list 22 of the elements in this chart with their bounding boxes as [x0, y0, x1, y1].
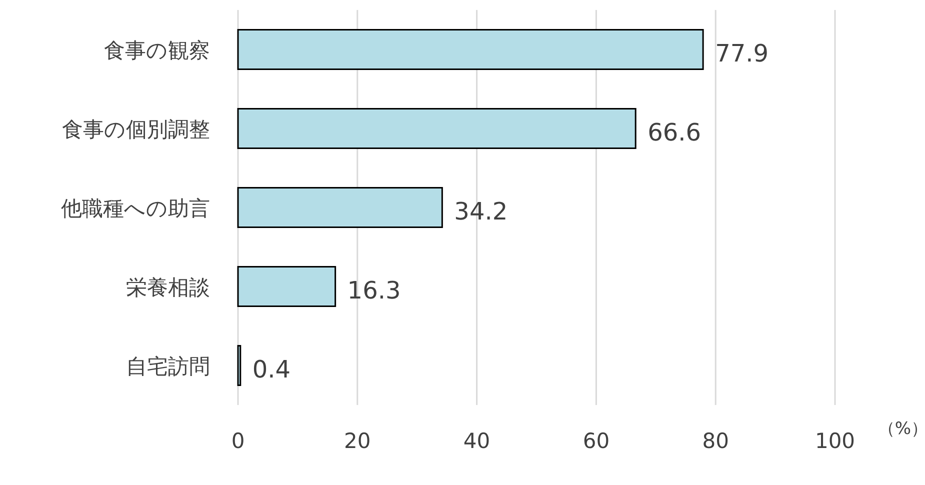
- data-label: 66.6: [648, 118, 702, 146]
- y-tick-label: 自宅訪問: [126, 354, 210, 378]
- bar: [237, 108, 636, 149]
- bar: [237, 187, 443, 228]
- y-tick-label: 食事の個別調整: [62, 118, 210, 142]
- data-label: 16.3: [347, 276, 401, 304]
- x-axis-title: （%）: [878, 419, 925, 439]
- x-tick-label: 40: [463, 429, 490, 453]
- y-tick-label: 栄養相談: [126, 276, 210, 300]
- x-tick-label: 0: [231, 429, 245, 453]
- data-label: 0.4: [252, 356, 291, 384]
- data-label: 34.2: [454, 198, 508, 226]
- data-label: 77.9: [715, 40, 768, 68]
- x-tick-label: 80: [702, 429, 729, 453]
- y-tick-label: 食事の観察: [104, 38, 210, 62]
- bar: [237, 345, 242, 386]
- bar: [237, 266, 336, 307]
- x-tick-label: 20: [344, 429, 371, 453]
- y-tick-label: 他職種への助言: [61, 196, 210, 220]
- x-tick-label: 60: [582, 429, 610, 453]
- bar: [237, 29, 704, 70]
- x-tick-label: 100: [814, 429, 856, 453]
